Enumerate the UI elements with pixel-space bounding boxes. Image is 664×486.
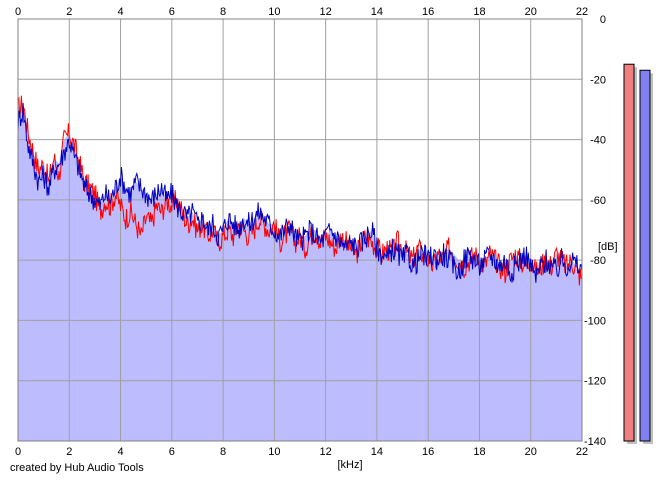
x-tick-label-top: 8 <box>220 6 226 18</box>
y-tick-label: -140 <box>584 436 606 448</box>
level-bar-1 <box>623 63 635 442</box>
x-tick-label-top: 18 <box>473 6 485 18</box>
x-tick-label-top: 20 <box>525 6 537 18</box>
spectrum-fill-area <box>18 103 582 442</box>
y-tick-label: -80 <box>590 255 606 267</box>
x-tick-label-bottom: 4 <box>117 446 123 458</box>
y-tick-label: -100 <box>584 315 606 327</box>
x-tick-label-top: 14 <box>371 6 383 18</box>
x-tick-label-top: 16 <box>422 6 434 18</box>
y-tick-label: -40 <box>590 135 606 147</box>
y-tick-label: -120 <box>584 376 606 388</box>
x-tick-label-bottom: 12 <box>320 446 332 458</box>
plot-frame <box>17 18 583 442</box>
y-axis-label: [dB] <box>598 241 618 253</box>
series-line-2 <box>17 102 583 284</box>
x-tick-label-top: 0 <box>15 6 21 18</box>
series-line-1 <box>17 95 583 286</box>
y-tick-label: -60 <box>590 195 606 207</box>
x-axis-label: [kHz] <box>337 459 362 471</box>
level-bar-2 <box>639 69 651 442</box>
x-tick-label-top: 6 <box>169 6 175 18</box>
x-tick-label-top: 2 <box>66 6 72 18</box>
x-tick-label-bottom: 16 <box>422 446 434 458</box>
x-tick-label-top: 10 <box>268 6 280 18</box>
x-tick-label-bottom: 0 <box>15 446 21 458</box>
x-tick-label-bottom: 18 <box>473 446 485 458</box>
x-tick-label-bottom: 8 <box>220 446 226 458</box>
x-tick-label-bottom: 2 <box>66 446 72 458</box>
x-tick-label-bottom: 20 <box>525 446 537 458</box>
x-tick-label-top: 12 <box>320 6 332 18</box>
credit-text: created by Hub Audio Tools <box>10 462 144 474</box>
x-tick-label-top: 22 <box>576 6 588 18</box>
x-tick-label-bottom: 14 <box>371 446 383 458</box>
x-tick-label-bottom: 22 <box>576 446 588 458</box>
x-tick-label-bottom: 6 <box>169 446 175 458</box>
x-tick-label-bottom: 10 <box>268 446 280 458</box>
y-tick-label: 0 <box>600 14 606 26</box>
y-tick-label: -20 <box>590 74 606 86</box>
x-tick-label-top: 4 <box>117 6 123 18</box>
